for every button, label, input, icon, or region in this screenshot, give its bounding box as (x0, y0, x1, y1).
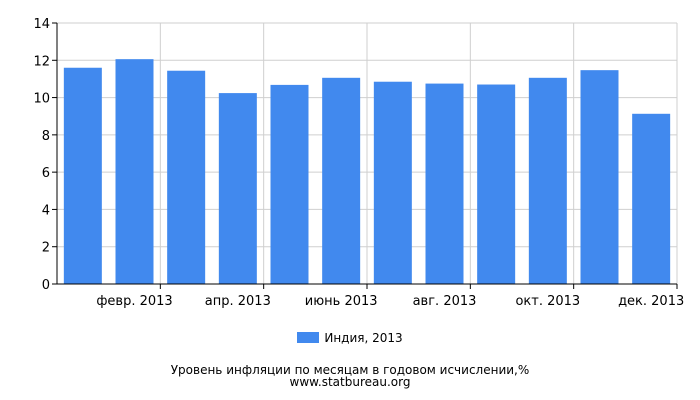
y-tick-label: 4 (42, 203, 50, 218)
bars (63, 59, 671, 285)
y-tick-label: 10 (33, 92, 50, 107)
bar-3 (167, 70, 206, 285)
x-tick-label: дек. 2013 (618, 294, 684, 309)
x-tick-label: февр. 2013 (96, 294, 172, 309)
bar-1 (63, 67, 102, 284)
bar-11 (580, 70, 619, 284)
bar-10 (528, 77, 567, 284)
bar-12 (632, 113, 671, 284)
x-tick-label: авг. 2013 (413, 294, 477, 309)
bar-7 (373, 81, 412, 284)
chart-source: www.statbureau.org (289, 375, 411, 389)
y-tick-label: 8 (42, 129, 50, 144)
x-tick-label: июнь 2013 (305, 294, 378, 309)
grid-lines (57, 22, 678, 285)
legend: Индия, 2013 (0, 331, 700, 345)
y-tick-label: 14 (33, 17, 50, 32)
legend-label: Индия, 2013 (324, 331, 403, 345)
bar-6 (322, 77, 361, 284)
x-tick-label: окт. 2013 (515, 294, 580, 309)
x-tick-label: апр. 2013 (205, 294, 271, 309)
bar-9 (477, 84, 516, 285)
bar-5 (270, 84, 309, 284)
y-axis-ticks: 0 2 4 6 8 10 12 14 (33, 17, 57, 293)
legend-swatch (297, 332, 320, 343)
y-tick-label: 0 (42, 278, 50, 293)
bar-8 (425, 83, 464, 284)
x-axis-ticks: февр. 2013 апр. 2013 июнь 2013 авг. 2013 окт… (96, 284, 684, 309)
bar-2 (115, 59, 154, 284)
chart-title: Уровень инфляции по месяцам в годовом ис… (170, 363, 530, 377)
y-tick-label: 12 (33, 54, 50, 69)
y-tick-label: 6 (42, 166, 50, 181)
bar-4 (218, 93, 257, 285)
y-tick-label: 2 (42, 241, 50, 256)
